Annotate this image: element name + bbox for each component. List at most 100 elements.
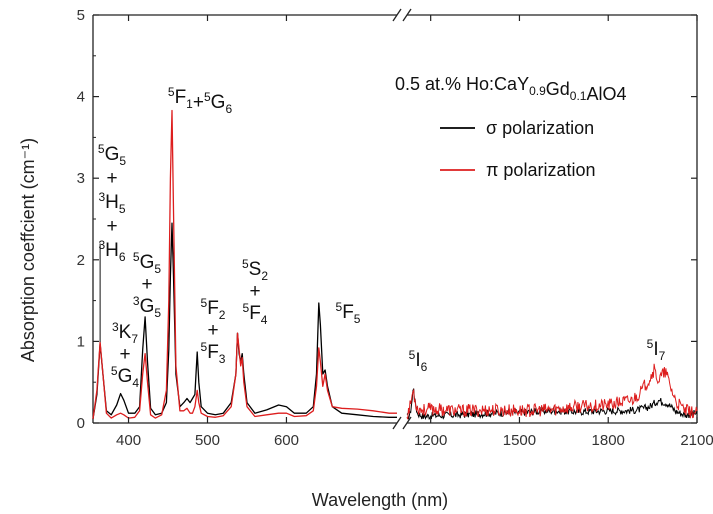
term-letter: F	[207, 342, 219, 363]
annotation-line: 3G5	[133, 294, 161, 320]
y-tick-label: 2	[77, 252, 85, 269]
superscript: 5	[111, 364, 118, 378]
term-letter: G	[211, 92, 226, 113]
subscript: 4	[132, 376, 139, 390]
annotation-line: 5S2	[242, 257, 268, 283]
x-tick-label: 400	[116, 432, 141, 449]
annotation-line: +	[106, 216, 117, 237]
superscript: 5	[133, 250, 140, 264]
annotation-line: +	[106, 168, 117, 189]
y-axis-title: Absorption coeffcient (cm⁻¹)	[18, 138, 38, 362]
title-subscript: 0.1	[570, 89, 587, 103]
term-letter: S	[249, 259, 262, 280]
term-letter: F	[207, 298, 219, 319]
y-tick-label: 1	[77, 333, 85, 350]
subscript: 5	[119, 154, 126, 168]
term-letter: G	[118, 366, 133, 387]
annotation-line: 5I7	[647, 337, 666, 363]
subscript: 1	[186, 97, 193, 111]
annotation-line: 3H5	[98, 190, 125, 216]
superscript: 5	[647, 337, 654, 351]
subscript: 5	[154, 262, 161, 276]
annotation-line: 5G4	[111, 364, 139, 390]
annotation-line: 5F4	[243, 301, 268, 327]
y-tick-label: 5	[77, 7, 85, 24]
superscript: 3	[112, 320, 119, 334]
annotation-line: +	[141, 274, 152, 295]
annotation-line: 5G5	[98, 142, 126, 168]
superscript: 5	[336, 300, 343, 314]
legend-label-sigma: σ polarization	[486, 118, 594, 138]
title-subscript: 0.9	[529, 84, 546, 98]
series-line-vis-pi	[92, 109, 397, 419]
term-letter: H	[105, 240, 119, 261]
axis-break-bottom-b	[402, 416, 412, 430]
superscript: 3	[98, 190, 105, 204]
term-letter: H	[105, 192, 119, 213]
subscript: 4	[261, 313, 268, 327]
term-letter: G	[140, 296, 155, 317]
annotation-g5g5: 5G5+3G5	[133, 250, 161, 320]
superscript: 5	[201, 296, 208, 310]
chart-frame-group	[92, 8, 698, 430]
y-tick-label: 0	[77, 415, 85, 432]
annotations-group: 5G5+3H5+3H63K7+5G45G5+3G55F1+5G65F2+5F35…	[98, 85, 666, 390]
term-letter: I	[653, 339, 658, 360]
annotation-line: 5G5	[133, 250, 161, 276]
annotation-line: 5I6	[409, 348, 428, 374]
annotation-f5: 5F5	[336, 300, 361, 326]
superscript: 5	[201, 340, 208, 354]
legend: 0.5 at.% Ho:CaY0.9Gd0.1AlO4 σ polarizatio…	[395, 74, 627, 180]
subscript: 6	[225, 102, 232, 116]
subscript: 5	[354, 312, 361, 326]
x-tick-label: 500	[195, 432, 220, 449]
y-tick-label: 3	[77, 170, 85, 187]
annotation-i6: 5I6	[409, 348, 428, 374]
superscript: 5	[409, 348, 416, 362]
annotation-line: +	[119, 344, 130, 365]
annotation-line: 5F5	[336, 300, 361, 326]
chart-title: 0.5 at.% Ho:CaY0.9Gd0.1AlO4	[395, 74, 627, 104]
subscript: 7	[659, 349, 666, 363]
term-letter: F	[342, 302, 354, 323]
superscript: 3	[133, 294, 140, 308]
subscript: 5	[154, 306, 161, 320]
subscript: 2	[261, 269, 268, 283]
term-letter: K	[119, 322, 132, 343]
superscript: 5	[98, 142, 105, 156]
term-letter: F	[249, 303, 261, 324]
superscript: 5	[243, 301, 250, 315]
annotation-line: 3H6	[98, 238, 125, 264]
subscript: 6	[421, 360, 428, 374]
superscript: 5	[168, 85, 175, 99]
annotation-line: 3K7	[112, 320, 138, 346]
series-group	[92, 109, 698, 421]
term-letter: I	[415, 350, 420, 371]
annotation-line: 5F3	[201, 340, 226, 366]
x-tick-label: 1800	[592, 432, 625, 449]
x-axis-title: Wavelength (nm)	[312, 490, 448, 510]
term-letter: G	[105, 144, 120, 165]
annotation-s2f4: 5S2+5F4	[242, 257, 268, 327]
annotation-g5h5h6: 5G5+3H5+3H6	[98, 142, 126, 264]
subscript: 7	[131, 332, 138, 346]
superscript: 3	[98, 238, 105, 252]
axis-break-top-b	[402, 8, 412, 22]
annotation-line: +	[207, 320, 218, 341]
series-line-vis-sigma	[92, 222, 397, 420]
subscript: 3	[219, 352, 226, 366]
x-tick-label: 2100	[680, 432, 713, 449]
x-tick-label: 600	[274, 432, 299, 449]
x-tick-label: 1200	[414, 432, 447, 449]
axis-break-top-a	[392, 8, 402, 22]
legend-label-pi: π polarization	[486, 160, 595, 180]
annotation-f1g6: 5F1+5G6	[168, 85, 233, 116]
superscript: 5	[242, 257, 249, 271]
series-line-nir-sigma	[406, 388, 698, 421]
superscript: 5	[204, 90, 211, 104]
annotation-line: 5F1+5G6	[168, 85, 233, 116]
annotation-line: +	[249, 281, 260, 302]
annotation-i7: 5I7	[647, 337, 666, 363]
